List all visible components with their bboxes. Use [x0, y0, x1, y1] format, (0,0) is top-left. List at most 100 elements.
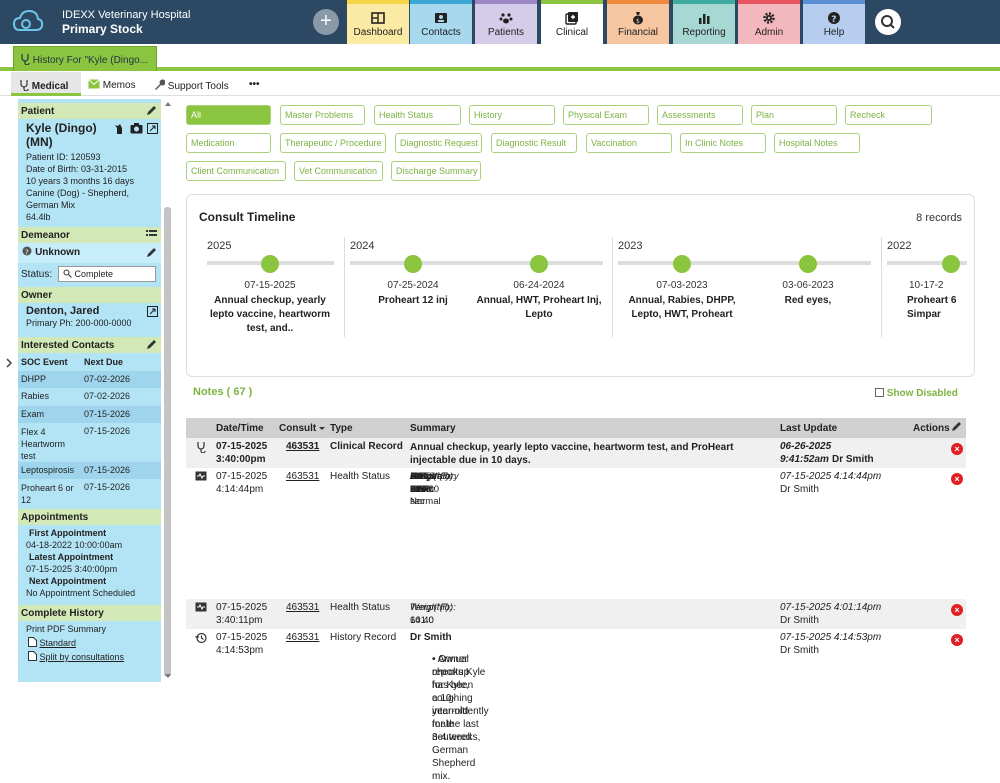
standard-link[interactable]: Standard — [26, 637, 153, 649]
sidebar-scroll-thumb[interactable] — [164, 207, 171, 677]
row-author: Dr Smith — [410, 632, 452, 643]
table-row[interactable]: 07-15-2025 4:14:53pm 463531 History Reco… — [186, 629, 966, 782]
filter-hospital-notes[interactable]: Hospital Notes — [774, 133, 860, 153]
timeline-dot[interactable] — [942, 255, 960, 273]
envelope-icon — [88, 79, 100, 89]
table-row[interactable]: 07-15-2025 3:40:00pm 463531 Clinical Rec… — [186, 438, 966, 468]
row-update-time: 9:41:52am — [780, 454, 829, 465]
filter-medication[interactable]: Medication — [186, 133, 271, 153]
timeline-event[interactable]: 07-03-2023 Annual, Rabies, DHPP, Lepto, … — [617, 280, 747, 322]
latest-appointment-value: 07-15-2025 3:40:00pm — [26, 564, 118, 574]
history-tab-label: History For "Kyle (Dingo... — [32, 55, 149, 66]
consult-link[interactable]: 463531 — [286, 632, 320, 643]
tab-clinical[interactable]: Clinical — [541, 0, 603, 46]
owner-name[interactable]: Denton, Jared — [26, 305, 100, 317]
chevron-right-icon[interactable] — [4, 356, 14, 370]
filter-vet-communication[interactable]: Vet Communication — [294, 161, 383, 181]
menu-memos[interactable]: Memos — [88, 72, 146, 96]
col-summary[interactable]: Summary — [410, 423, 456, 434]
filter-in-clinic-notes[interactable]: In Clinic Notes — [680, 133, 766, 153]
soc-due: 07-15-2026 — [84, 426, 131, 436]
patient-breed: Canine (Dog) - Shepherd, German Mix — [26, 188, 130, 210]
filter-discharge-summary[interactable]: Discharge Summary — [391, 161, 481, 181]
timeline-dot[interactable] — [530, 255, 548, 273]
tab-dashboard[interactable]: Dashboard — [347, 0, 409, 44]
filter-assessments[interactable]: Assessments — [657, 105, 743, 125]
appointments-header: Appointments — [18, 509, 161, 525]
demeanor-value: Unknown — [35, 247, 81, 258]
tab-financial[interactable]: $ Financial — [607, 0, 669, 44]
tab-contacts[interactable]: Contacts — [410, 0, 472, 44]
timeline-event[interactable]: 07-15-2025 Annual checkup, yearly lepto … — [205, 280, 335, 336]
filter-history[interactable]: History — [469, 105, 555, 125]
timeline-event[interactable]: 10-17-2 Proheart 6 Simpar — [895, 280, 971, 322]
filter-physical-exam[interactable]: Physical Exam — [563, 105, 649, 125]
history-tab[interactable]: History For "Kyle (Dingo... — [13, 46, 157, 71]
delete-button[interactable]: × — [951, 604, 963, 616]
col-last-update[interactable]: Last Update — [780, 423, 838, 434]
wrench-icon — [155, 79, 166, 90]
filter-client-communication[interactable]: Client Communication — [186, 161, 286, 181]
camera-icon[interactable] — [130, 123, 143, 134]
timeline-event[interactable]: 03-06-2023 Red eyes, — [743, 280, 873, 308]
timeline-dot[interactable] — [404, 255, 422, 273]
edit-pencil-icon[interactable] — [146, 105, 157, 116]
search-button[interactable] — [875, 9, 901, 35]
edit-pencil-icon[interactable] — [146, 247, 157, 258]
timeline-dot[interactable] — [261, 255, 279, 273]
open-record-icon[interactable] — [147, 123, 158, 134]
filter-diagnostic-result[interactable]: Diagnostic Result — [491, 133, 577, 153]
tab-admin[interactable]: Admin — [738, 0, 800, 44]
filter-vaccination[interactable]: Vaccination — [586, 133, 672, 153]
notes-header: Notes ( 67 ) — [193, 386, 253, 398]
tab-label: Reporting — [682, 27, 726, 38]
col-type[interactable]: Type — [330, 423, 353, 434]
timeline-dot[interactable] — [673, 255, 691, 273]
show-disabled-toggle[interactable]: Show Disabled — [875, 388, 958, 399]
menu-medical[interactable]: Medical — [11, 72, 81, 96]
sidebar-scrollbar[interactable] — [163, 99, 173, 682]
scroll-down-icon[interactable] — [163, 672, 173, 680]
col-consult[interactable]: Consult — [279, 423, 317, 434]
delete-button[interactable]: × — [951, 473, 963, 485]
show-disabled-checkbox[interactable] — [875, 388, 884, 397]
split-link[interactable]: Split by consultations — [26, 651, 153, 663]
menu-support-tools[interactable]: Support Tools — [153, 72, 241, 96]
consult-link[interactable]: 463531 — [286, 602, 320, 613]
filter-plan[interactable]: Plan — [751, 105, 837, 125]
timeline-dot[interactable] — [799, 255, 817, 273]
col-datetime[interactable]: Date/Time — [216, 423, 264, 434]
delete-button[interactable]: × — [951, 443, 963, 455]
list-icon[interactable] — [146, 229, 157, 239]
table-row[interactable]: 07-15-2025 3:40:11pm 463531 Health Statu… — [186, 599, 966, 629]
tab-reporting[interactable]: Reporting — [673, 0, 735, 44]
tab-patients[interactable]: Patients — [475, 0, 537, 44]
filter-therapeutic-procedure[interactable]: Therapeutic / Procedure — [280, 133, 386, 153]
filter-health-status[interactable]: Health Status — [374, 105, 461, 125]
edit-pencil-icon[interactable] — [146, 339, 157, 350]
filter-master-problems[interactable]: Master Problems — [280, 105, 365, 125]
show-disabled-label: Show Disabled — [886, 388, 958, 399]
filter-diagnostic-request[interactable]: Diagnostic Request — [395, 133, 482, 153]
stethoscope-icon — [20, 80, 29, 92]
timeline-event[interactable]: 06-24-2024 Annual, HWT, Proheart Inj, Le… — [474, 280, 604, 322]
vital-item: H.R.: 120 — [410, 471, 432, 495]
delete-button[interactable]: × — [951, 634, 963, 646]
tab-help[interactable]: ? Help — [803, 0, 865, 44]
consult-link[interactable]: 463531 — [286, 471, 320, 482]
filter-all[interactable]: All — [186, 105, 271, 125]
table-row[interactable]: 07-15-2025 4:14:44pm 463531 Health Statu… — [186, 468, 966, 599]
timeline-year: 2024 — [350, 240, 375, 252]
status-field[interactable]: Complete — [58, 266, 156, 282]
filter-recheck[interactable]: Recheck — [845, 105, 932, 125]
tab-label: Help — [823, 27, 845, 38]
add-button[interactable]: + — [313, 9, 339, 35]
more-menu-button[interactable]: ••• — [249, 79, 260, 90]
next-appointment-value: No Appointment Scheduled — [26, 588, 136, 598]
edit-pencil-icon[interactable] — [951, 421, 962, 432]
open-record-icon[interactable] — [147, 306, 158, 317]
sort-down-icon[interactable] — [318, 426, 326, 432]
timeline-event[interactable]: 07-25-2024 Proheart 12 inj — [348, 280, 478, 308]
consult-link[interactable]: 463531 — [286, 441, 320, 452]
scroll-up-icon[interactable] — [163, 100, 173, 108]
